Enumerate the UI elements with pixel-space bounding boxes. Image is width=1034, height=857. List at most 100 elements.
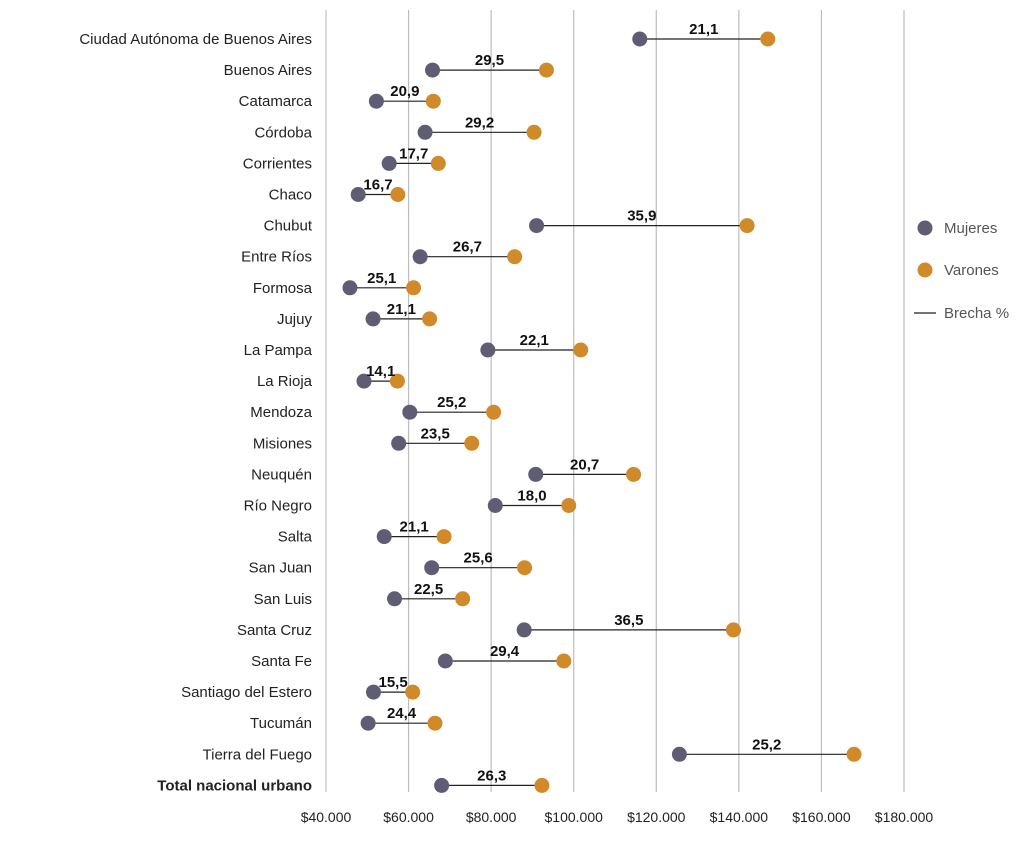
x-tick-label: $120.000 (627, 809, 686, 825)
point-mujeres (350, 187, 366, 202)
point-mujeres (365, 311, 381, 327)
point-mujeres (424, 560, 440, 576)
category-label: La Rioja (257, 373, 313, 390)
point-mujeres (342, 280, 358, 296)
grid-lines (325, 10, 905, 792)
point-mujeres (391, 435, 407, 451)
point-varones (455, 591, 471, 607)
gap-label: 25,1 (367, 270, 396, 287)
category-label: Mendoza (250, 404, 312, 421)
x-tick-label: $100.000 (545, 809, 604, 825)
gap-label: 17,7 (399, 145, 428, 162)
point-varones (534, 777, 550, 793)
point-mujeres (528, 466, 544, 482)
category-label: Chubut (264, 218, 313, 235)
point-varones (626, 466, 642, 482)
point-varones (390, 187, 406, 202)
point-mujeres (671, 746, 687, 762)
gap-label: 22,1 (520, 332, 549, 349)
point-mujeres (412, 249, 428, 265)
category-label: Santiago del Estero (181, 684, 312, 701)
point-mujeres (434, 777, 450, 793)
gap-label: 26,7 (453, 239, 482, 256)
legend: Mujeres Varones Brecha % (914, 220, 1009, 322)
point-mujeres (425, 62, 441, 78)
gap-label: 25,2 (437, 394, 466, 411)
point-varones (517, 560, 533, 576)
category-label: Misiones (253, 435, 312, 452)
x-axis-tick-labels: $40.000 $60.000 $80.000 $100.000 $120.000 $14… (301, 809, 934, 825)
point-varones (405, 684, 421, 700)
category-label: San Luis (254, 591, 312, 608)
point-varones (725, 622, 741, 638)
point-varones (538, 62, 554, 78)
point-varones (464, 435, 480, 451)
data-points (342, 31, 862, 793)
category-label: Salta (278, 529, 313, 546)
point-mujeres (516, 622, 532, 638)
point-varones (573, 342, 589, 358)
point-mujeres (381, 155, 397, 171)
point-varones (507, 249, 523, 265)
point-varones (561, 498, 577, 513)
gap-label: 20,7 (570, 456, 599, 473)
gap-label: 23,5 (421, 425, 450, 442)
category-label: Buenos Aires (224, 62, 312, 79)
gap-labels: 21,1 29,5 20,9 29,2 17,7 16,7 35,9 26,7 25,1 21,1… (363, 21, 781, 784)
gap-label: 22,5 (414, 581, 443, 598)
point-mujeres (402, 404, 418, 420)
x-tick-label: $160.000 (792, 809, 851, 825)
point-varones (425, 93, 441, 109)
category-label: Entre Ríos (241, 249, 312, 266)
point-varones (739, 218, 755, 234)
gap-label: 21,1 (689, 21, 718, 38)
point-varones (846, 746, 862, 762)
category-label: Santa Fe (251, 653, 312, 670)
category-label: Santa Cruz (237, 622, 312, 639)
point-mujeres (387, 591, 403, 607)
point-varones (436, 529, 452, 545)
legend-marker-mujeres (917, 220, 933, 236)
category-label: Formosa (253, 280, 313, 297)
gap-label: 35,9 (627, 208, 656, 225)
category-label: Tucumán (250, 715, 312, 732)
category-label: San Juan (249, 560, 312, 577)
gap-label: 16,7 (363, 177, 392, 194)
point-varones (406, 280, 422, 296)
gap-label: 29,2 (465, 114, 494, 131)
gap-label: 26,3 (477, 767, 506, 784)
point-mujeres (365, 684, 381, 700)
gap-label: 25,2 (752, 736, 781, 753)
gap-label: 25,6 (464, 550, 493, 567)
x-tick-label: $180.000 (875, 809, 934, 825)
point-varones (760, 31, 776, 47)
gap-label: 21,1 (400, 519, 429, 536)
category-label: Córdoba (254, 124, 312, 141)
point-mujeres (480, 342, 496, 358)
legend-label-brecha: Brecha % (944, 305, 1009, 322)
category-label: Río Negro (244, 498, 312, 515)
point-mujeres (360, 715, 376, 731)
point-mujeres (368, 93, 384, 109)
category-label: Ciudad Autónoma de Buenos Aires (79, 31, 312, 48)
point-mujeres (376, 529, 392, 545)
category-label: La Pampa (244, 342, 313, 359)
gap-label: 21,1 (387, 301, 416, 318)
point-mujeres (487, 498, 503, 513)
legend-label-mujeres: Mujeres (944, 220, 997, 237)
point-mujeres (417, 124, 433, 140)
category-label: Tierra del Fuego (203, 746, 313, 763)
gap-label: 29,5 (475, 52, 504, 69)
category-label: Chaco (269, 187, 312, 204)
category-labels: Ciudad Autónoma de Buenos Aires Buenos Ai… (79, 31, 312, 794)
legend-label-varones: Varones (944, 262, 999, 279)
category-label: Corrientes (243, 155, 312, 172)
x-tick-label: $80.000 (466, 809, 517, 825)
point-varones (486, 404, 502, 420)
point-mujeres (529, 218, 545, 234)
point-varones (430, 155, 446, 171)
point-varones (427, 715, 443, 731)
category-label: Catamarca (239, 93, 313, 110)
category-label: Jujuy (277, 311, 313, 328)
